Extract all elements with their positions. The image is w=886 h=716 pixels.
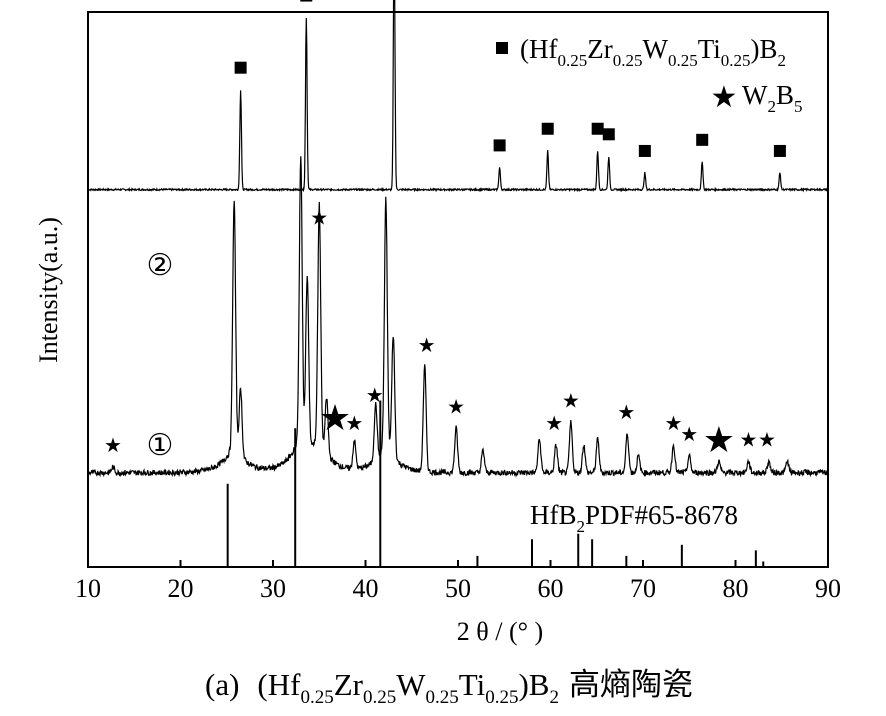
x-tick-label-90: 90 (815, 574, 841, 603)
star-marker-11: ★ (680, 424, 698, 446)
x-tick-label-10: 10 (75, 574, 101, 603)
star-marker-9: ★ (617, 402, 635, 424)
square-marker-5 (591, 122, 604, 135)
star-marker-1: ★ (310, 208, 328, 230)
curve-label-2: ② (147, 249, 174, 282)
star-marker-4: ★ (366, 385, 384, 407)
x-axis-title: 2 θ / (° ) (457, 617, 543, 646)
x-tick-label-20: 20 (168, 574, 194, 603)
square-marker-4 (541, 122, 554, 135)
square-marker-1 (300, 0, 313, 2)
reference-lines (226, 400, 765, 567)
star-marker-14: ★ (758, 430, 776, 452)
x-tick-label-50: 50 (445, 574, 471, 603)
star-marker-13: ★ (739, 430, 757, 452)
star-marker-12: ★ (703, 420, 735, 460)
x-axis-ticks: 10 20 30 40 50 60 70 80 90 (75, 560, 841, 603)
x-tick-label-80: 80 (723, 574, 749, 603)
x-tick-label-70: 70 (630, 574, 656, 603)
legend-label-solid-solution: (Hf0.25Zr0.25W0.25Ti0.25)B2 (520, 34, 786, 70)
y-axis-title: Intensity(a.u.) (34, 217, 63, 363)
series-line-② (87, 0, 829, 193)
diffraction-traces (87, 0, 829, 478)
star-marker-8: ★ (562, 391, 580, 413)
x-tick-label-60: 60 (538, 574, 564, 603)
legend-label-w2b5: W2B5 (742, 80, 803, 116)
star-marker-3: ★ (345, 413, 363, 435)
series-line-① (87, 156, 829, 478)
x-tick-label-30: 30 (260, 574, 286, 603)
square-marker-0 (234, 61, 247, 74)
star-marker-2: ★ (319, 398, 351, 438)
star-marker-0: ★ (104, 435, 122, 457)
peak-markers: ★★★★★★★★★★★★ ★ ★ ★ (104, 0, 786, 460)
star-marker-6: ★ (447, 396, 465, 418)
star-marker-5: ★ (418, 335, 436, 357)
x-tick-label-40: 40 (353, 574, 379, 603)
square-marker-3 (493, 139, 506, 152)
square-marker-7 (638, 144, 651, 157)
figure-caption: (a) (Hf0.25Zr0.25W0.25Ti0.25)B2 高熵陶瓷 (205, 667, 693, 708)
legend: (Hf0.25Zr0.25W0.25Ti0.25)B2 ★ W2B5 (496, 34, 803, 116)
square-marker-9 (773, 144, 786, 157)
star-marker-10: ★ (665, 413, 683, 435)
legend-star-icon: ★ (711, 81, 738, 114)
curve-label-1: ① (147, 429, 174, 462)
reference-label: HfB2PDF#65-8678 (530, 500, 738, 536)
square-marker-8 (696, 133, 709, 146)
star-marker-7: ★ (545, 413, 563, 435)
square-marker-6 (602, 128, 615, 141)
legend-square-icon (496, 42, 508, 54)
